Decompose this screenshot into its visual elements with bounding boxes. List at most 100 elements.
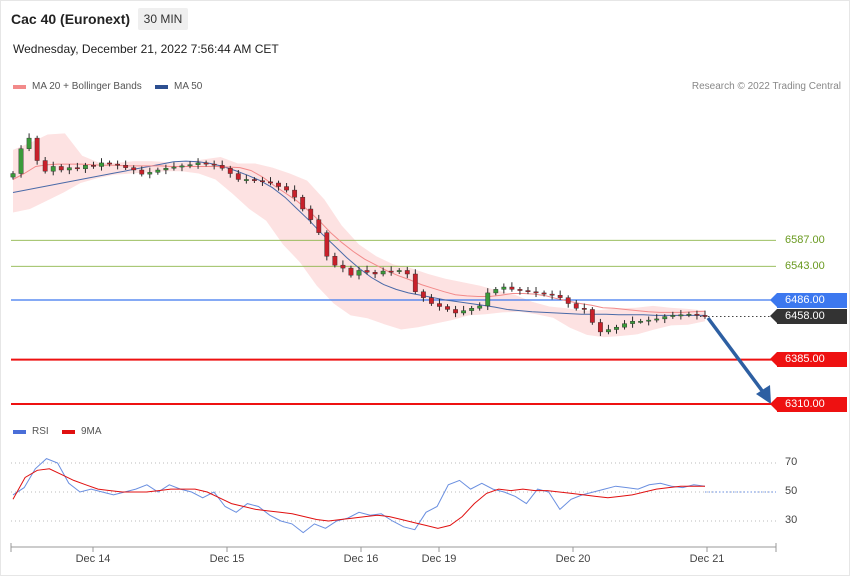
- candle-body: [300, 196, 306, 210]
- candle-body: [388, 270, 394, 273]
- candle-body: [404, 270, 410, 275]
- candle-body: [372, 272, 378, 275]
- x-tick-label: Dec 20: [555, 553, 591, 565]
- candle-body: [638, 321, 644, 323]
- candle-body: [227, 168, 233, 174]
- candle-body: [461, 310, 467, 314]
- candle-body: [195, 162, 201, 165]
- candle-body: [412, 273, 418, 292]
- candle-body: [332, 256, 338, 266]
- candle-body: [702, 315, 708, 317]
- candle-body: [469, 308, 475, 311]
- candle-body: [243, 179, 249, 181]
- rsi-swatch: [13, 429, 26, 434]
- candle-body: [429, 297, 434, 304]
- candle-body: [276, 182, 281, 187]
- rsi-ma-legend-label: 9MA: [81, 426, 102, 437]
- candle-body: [211, 163, 217, 166]
- legend-ma20: MA 20 + Bollinger Bands: [13, 81, 142, 92]
- candle-body: [420, 291, 426, 298]
- candle-body: [509, 286, 515, 290]
- candle-body: [58, 166, 64, 171]
- level-label-resistance: 6587.00: [785, 233, 825, 246]
- level-label-resistance: 6543.00: [785, 259, 825, 272]
- legend-rsi: RSI: [13, 426, 49, 437]
- candle-body: [83, 165, 88, 170]
- projection-arrow-head: [756, 385, 771, 404]
- candle-body: [66, 167, 72, 171]
- rsi-tick-label: 70: [785, 456, 798, 468]
- credit: Research © 2022 Trading Central: [691, 81, 841, 92]
- candle-body: [614, 326, 619, 330]
- candle-body: [316, 219, 322, 233]
- candle-body: [694, 313, 700, 316]
- candle-body: [630, 321, 635, 324]
- instrument-title: Cac 40 (Euronext): [11, 11, 131, 27]
- level-pointer: [770, 396, 777, 411]
- candle-body: [308, 208, 314, 220]
- level-pointer: [770, 292, 777, 307]
- candle-body: [396, 270, 402, 272]
- candle-body: [107, 162, 112, 165]
- level-label-support: 6310.00: [770, 396, 847, 412]
- candle-body: [340, 264, 346, 269]
- rsi-ma-line: [12, 468, 705, 529]
- ma20-swatch: [13, 84, 26, 89]
- level-label-last: 6458.00: [770, 309, 847, 325]
- level-pointer: [770, 309, 777, 324]
- candle-body: [453, 309, 458, 314]
- candle-body: [50, 166, 56, 172]
- candle-body: [268, 181, 273, 184]
- ma50-legend-label: MA 50: [174, 81, 203, 92]
- candle-body: [99, 162, 104, 167]
- candle-body: [501, 286, 507, 290]
- projection-arrow-shaft: [706, 316, 768, 398]
- candle-body: [549, 293, 555, 296]
- candle-body: [187, 164, 193, 167]
- candle-body: [219, 165, 225, 169]
- candle-body: [292, 189, 298, 198]
- candle-body: [541, 292, 547, 295]
- legend-ma50: MA 50: [155, 81, 202, 92]
- candle-body: [284, 186, 289, 191]
- bollinger-band: [13, 133, 705, 338]
- candle-body: [380, 270, 386, 275]
- candle-body: [622, 323, 627, 328]
- candle-body: [123, 165, 129, 168]
- ma20-line: [12, 163, 706, 313]
- candle-body: [147, 172, 153, 175]
- candle-body: [10, 173, 16, 178]
- candle-body: [565, 297, 571, 304]
- timeframe-badge[interactable]: 30 MIN: [138, 8, 188, 30]
- candle-body: [324, 232, 330, 257]
- candle-body: [686, 313, 692, 316]
- x-tick-label: Dec 21: [689, 553, 725, 565]
- candle-body: [364, 270, 370, 273]
- candle-body: [678, 314, 684, 317]
- candle-body: [171, 166, 177, 169]
- rsi-line: [12, 458, 706, 534]
- candle-body: [18, 148, 24, 174]
- candle-body: [533, 291, 539, 294]
- timestamp: Wednesday, December 21, 2022 7:56:44 AM …: [13, 42, 279, 56]
- candle-body: [662, 316, 668, 320]
- candle-body: [260, 180, 265, 183]
- candle-body: [485, 292, 491, 307]
- candle-body: [589, 309, 595, 323]
- candle-body: [493, 289, 499, 294]
- candle-body: [356, 270, 362, 276]
- candle-body: [581, 308, 587, 310]
- candle-body: [42, 160, 48, 172]
- candle-body: [34, 137, 40, 161]
- candle-body: [348, 267, 354, 276]
- level-label-support: 6385.00: [770, 352, 847, 368]
- candle-body: [26, 137, 32, 149]
- candle-body: [437, 303, 442, 307]
- candle-body: [91, 165, 96, 167]
- level-label-pivot: 6486.00: [770, 292, 847, 308]
- level-pointer: [770, 352, 777, 367]
- x-tick-label: Dec 19: [421, 553, 457, 565]
- x-tick-label: Dec 16: [343, 553, 379, 565]
- candle-body: [646, 319, 652, 322]
